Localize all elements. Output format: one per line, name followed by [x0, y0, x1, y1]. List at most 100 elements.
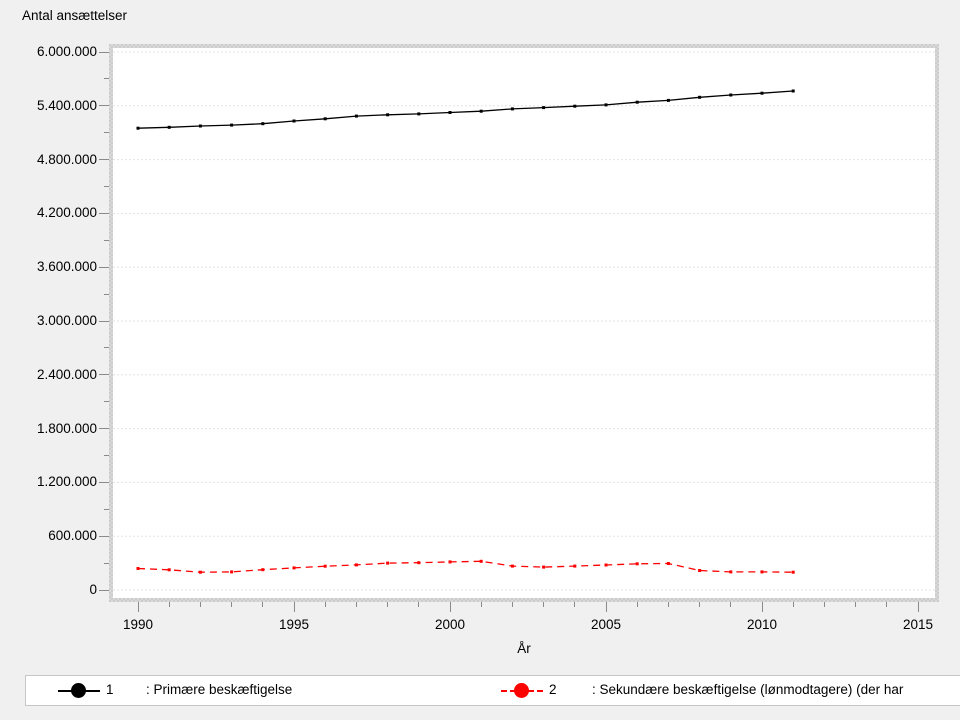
x-axis-minor-tick [480, 602, 482, 607]
y-axis-tick-label: 3.000.000 [36, 313, 97, 328]
y-axis-major-tick [99, 320, 109, 322]
x-axis-minor-tick [168, 602, 170, 607]
y-axis-minor-tick [104, 78, 109, 80]
y-axis-tick-label: 2.400.000 [36, 366, 97, 382]
x-axis-tick-label: 2015 [902, 617, 934, 632]
series-2-marker [230, 570, 234, 574]
series-2-marker [698, 569, 702, 572]
x-axis-major-tick [293, 602, 295, 612]
y-axis-major-tick [99, 589, 109, 591]
series-1-marker [136, 126, 140, 130]
series-1-marker [542, 106, 546, 110]
x-axis-minor-tick [543, 602, 545, 607]
series-1-marker [635, 100, 639, 104]
x-axis-minor-tick [418, 602, 420, 607]
y-axis-minor-tick [104, 508, 109, 510]
x-axis-minor-tick [387, 602, 389, 607]
x-axis-minor-tick [574, 602, 576, 607]
series-1-marker [292, 119, 296, 123]
x-axis-tick-label: 2010 [746, 617, 778, 632]
series-1-marker [604, 103, 608, 107]
series-2-marker [261, 568, 265, 572]
series-2-marker [417, 561, 421, 565]
x-axis-major-tick [137, 602, 139, 612]
legend-number-2: 2 [549, 682, 557, 697]
series-1-marker [698, 95, 702, 99]
series-2-marker [479, 559, 483, 563]
y-axis-major-tick [99, 212, 109, 214]
x-axis-minor-tick [262, 602, 264, 607]
series-2-marker [729, 570, 733, 574]
series-2-marker [292, 566, 296, 570]
x-axis-minor-tick [730, 602, 732, 607]
series-1-marker [573, 104, 577, 108]
y-axis-minor-tick [104, 401, 109, 403]
series-2-marker [666, 562, 670, 565]
series-2-marker [573, 564, 577, 568]
y-axis-minor-tick [104, 132, 109, 134]
y-axis-major-tick [99, 374, 109, 376]
legend-number-1: 1 [106, 682, 114, 697]
series-2-marker [510, 564, 514, 568]
series-1-marker [354, 114, 358, 118]
series-1-marker [230, 123, 234, 127]
y-axis-tick-label: 6.000.000 [36, 44, 97, 59]
series-2-marker [760, 570, 764, 574]
x-axis-minor-tick [792, 602, 794, 607]
series-1-marker [323, 117, 327, 121]
x-axis-minor-tick [199, 602, 201, 607]
y-axis-minor-tick [104, 347, 109, 349]
x-axis-tick-label: 2000 [434, 617, 466, 632]
legend-dot-black [71, 683, 86, 698]
y-axis-minor-tick [104, 455, 109, 456]
y-axis-major-tick [99, 535, 109, 537]
y-axis-major-tick [99, 51, 109, 53]
series-2-marker [323, 564, 327, 568]
series-1-marker [261, 122, 265, 126]
series-1-marker [510, 107, 514, 111]
x-axis-tick-label: 2005 [590, 617, 622, 632]
y-axis-major-tick [99, 266, 109, 268]
y-axis-major-tick [99, 428, 109, 430]
y-axis-minor-tick [104, 239, 109, 241]
x-axis-major-tick [605, 602, 607, 612]
series-2-marker [167, 568, 171, 572]
series-2-marker [542, 565, 546, 569]
series-2-marker [354, 563, 358, 567]
x-axis-minor-tick [324, 602, 326, 607]
y-axis-minor-tick [104, 293, 109, 295]
y-axis-tick-label: 5.400.000 [36, 97, 97, 113]
y-axis-major-tick [99, 105, 109, 107]
series-1-line [137, 90, 794, 129]
legend: 1 : Primære beskæftigelse 2 : Sekundære … [25, 675, 960, 706]
series-1-marker [448, 111, 452, 114]
legend-label-2: : Sekundære beskæftigelse (lønmodtagere)… [592, 682, 904, 697]
x-axis-major-tick [449, 602, 451, 612]
y-axis-tick-label: 4.200.000 [36, 205, 97, 221]
y-axis-title: Antal ansættelser [22, 8, 128, 23]
series-2-line [137, 560, 794, 573]
series-1-marker [167, 125, 171, 129]
x-axis-minor-tick [886, 602, 888, 607]
legend-marker-series-1 [58, 676, 100, 705]
plot-frame [109, 44, 939, 602]
series-1-marker [386, 113, 390, 117]
x-axis-major-tick [917, 602, 919, 612]
x-axis-minor-tick [636, 602, 638, 607]
x-axis-minor-tick [823, 602, 825, 607]
series-2-marker [386, 561, 390, 565]
x-axis-minor-tick [699, 602, 701, 607]
series-1-marker [479, 109, 483, 113]
x-axis-minor-tick [231, 602, 233, 607]
series-2-marker [198, 570, 202, 574]
series-2-marker [791, 570, 795, 574]
y-axis-tick-label: 1.800.000 [36, 420, 97, 436]
legend-label-1: : Primære beskæftigelse [146, 682, 293, 697]
series-1-marker [417, 112, 421, 116]
x-axis-minor-tick [855, 602, 857, 607]
x-axis-minor-tick [667, 602, 669, 607]
y-axis-minor-tick [104, 562, 109, 564]
y-axis-minor-tick [104, 186, 109, 187]
x-axis-minor-tick [511, 602, 513, 607]
